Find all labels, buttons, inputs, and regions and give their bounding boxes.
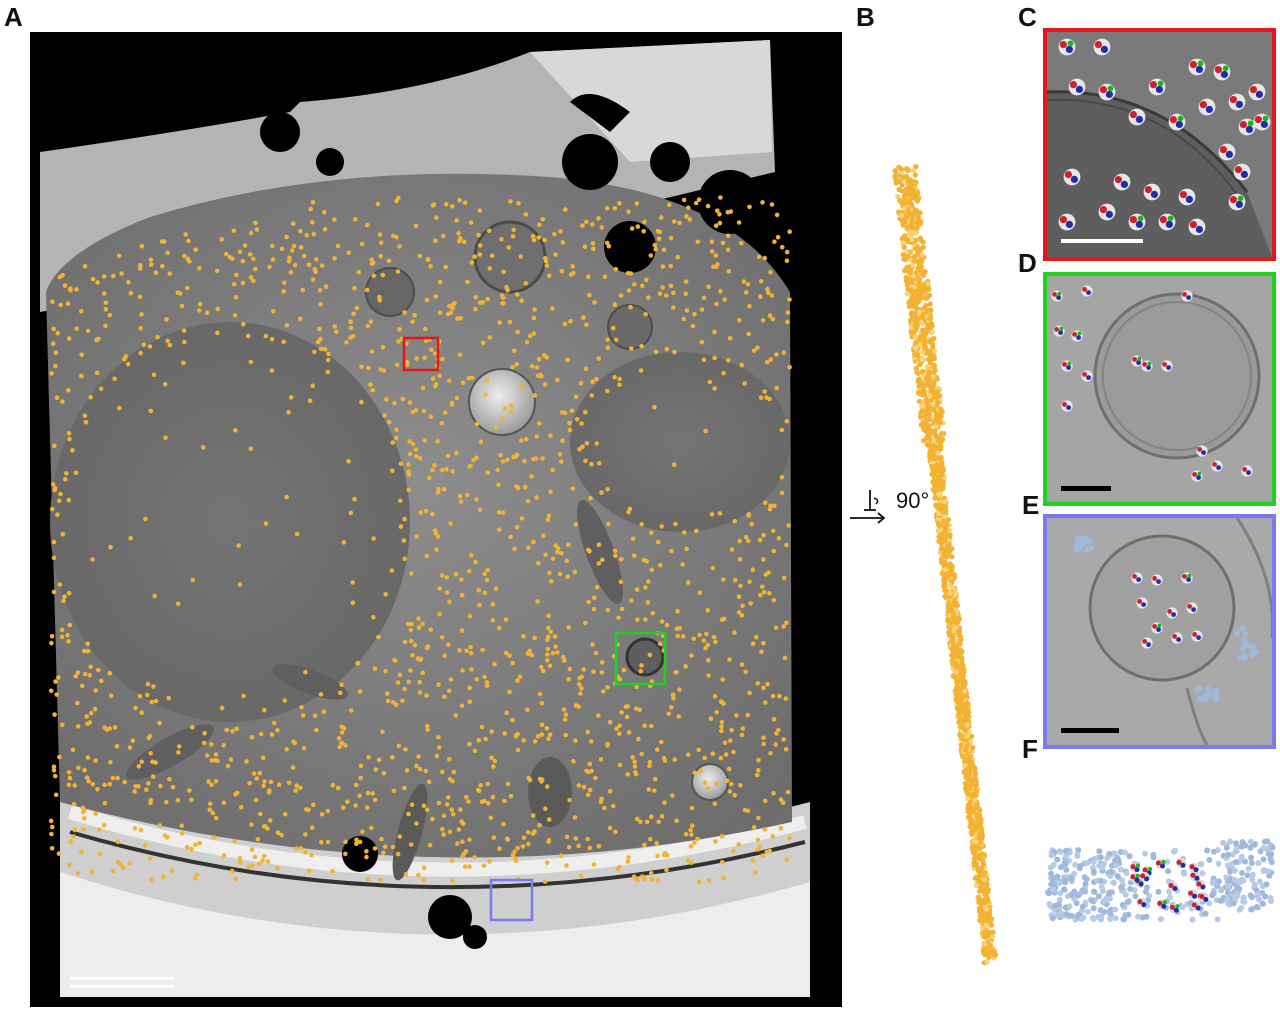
scale-bar-a — [70, 977, 174, 980]
panel-e-zoom-blue — [1043, 514, 1276, 749]
rotation-arrow-icon — [850, 490, 886, 524]
particle-cloud — [48, 195, 792, 885]
panel-label-c: C — [1018, 2, 1037, 32]
region-box-d — [614, 631, 667, 686]
scale-bar-d — [1061, 486, 1111, 491]
scale-bar-c — [1061, 239, 1143, 243]
panel-f-svg — [1045, 838, 1276, 923]
ribosome-cluster-f — [1129, 858, 1209, 914]
panel-b-side-view — [890, 140, 1010, 970]
ribosome-cluster-e — [1131, 572, 1203, 649]
membrane-particles-f — [1045, 838, 1276, 923]
panel-label-d: D — [1018, 248, 1037, 278]
panel-f-3d-render — [1043, 830, 1280, 970]
panel-label-a: A — [4, 2, 23, 32]
scale-bar-e — [1061, 728, 1119, 733]
panel-e-svg — [1061, 518, 1272, 745]
panel-c-svg — [1047, 38, 1272, 257]
panel-a-tomogram — [30, 32, 842, 1007]
panel-d-svg — [1051, 285, 1261, 491]
panel-d-zoom-green — [1043, 272, 1276, 506]
region-box-e — [489, 878, 534, 922]
nucleus-right — [570, 352, 790, 532]
organelle — [473, 220, 547, 294]
panel-label-b: B — [856, 2, 875, 32]
ribosome-cluster-d — [1051, 285, 1253, 482]
nucleus-left — [50, 322, 410, 722]
membrane-particles-e — [1074, 535, 1259, 703]
particle-slab — [892, 164, 999, 966]
panel-a-svg — [40, 40, 810, 997]
rotation-indicator: 90° — [848, 484, 938, 524]
rotation-label: 90° — [896, 488, 930, 513]
panel-label-e: E — [1022, 490, 1040, 520]
panel-label-f: F — [1022, 734, 1038, 764]
panel-b-svg — [892, 164, 999, 966]
region-box-c — [402, 336, 440, 372]
panel-c-zoom-red — [1043, 28, 1276, 261]
vacuole — [468, 368, 536, 436]
ribosome-cluster-c — [1058, 38, 1271, 236]
